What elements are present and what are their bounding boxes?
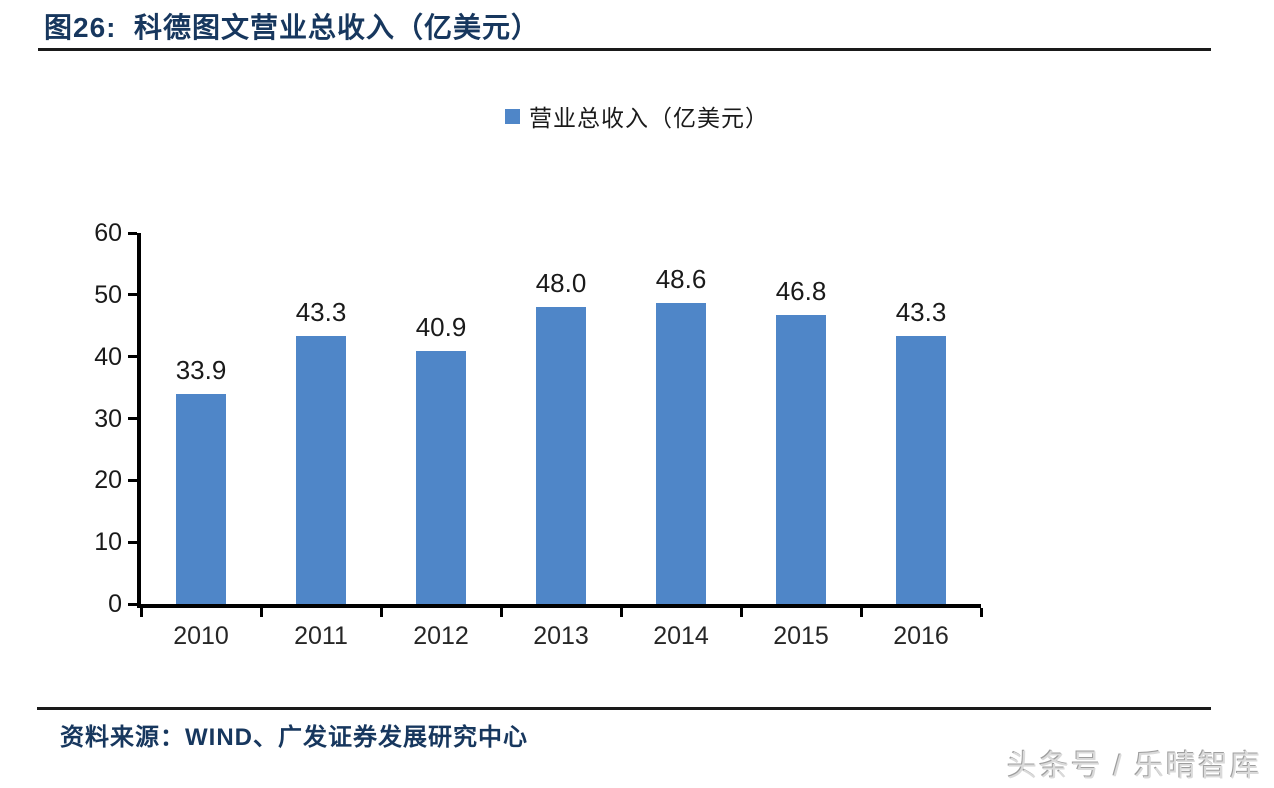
x-axis-tick	[739, 608, 743, 617]
x-axis-tick	[859, 608, 863, 617]
bar-2010	[176, 394, 226, 604]
x-axis-label: 2013	[533, 622, 589, 650]
legend-label: 营业总收入（亿美元）	[529, 105, 769, 131]
y-axis-tick	[128, 540, 137, 544]
y-axis-tick	[128, 417, 137, 420]
bar-2013	[536, 307, 586, 604]
bar-2012	[416, 351, 466, 604]
bar-2016	[896, 336, 946, 604]
bar-value-label: 43.3	[895, 297, 947, 327]
y-axis-tick	[128, 231, 137, 235]
x-axis-tick	[379, 608, 383, 617]
chart-legend: 营业总收入（亿美元）	[0, 99, 1274, 133]
bar-value-label: 43.3	[295, 297, 347, 327]
y-axis-tick	[128, 478, 137, 482]
figure-title: 图26: 科德图文营业总收入（亿美元）	[44, 12, 541, 43]
y-axis-tick	[128, 602, 137, 606]
y-axis-label: 20	[94, 466, 122, 495]
y-axis-tick	[128, 355, 137, 359]
x-axis-label: 2010	[173, 622, 229, 650]
bar-value-label: 48.6	[655, 264, 707, 294]
bar-value-label: 40.9	[415, 312, 467, 342]
y-axis-label: 60	[94, 219, 122, 247]
bar-chart-plot: 0 10 20 30 40 50 60 33.9 2010 43.3 2011 40.9 2012 48.…	[94, 219, 983, 650]
x-axis-label: 2014	[653, 622, 709, 650]
x-axis-tick	[979, 608, 983, 617]
y-axis-label: 30	[94, 404, 122, 433]
bar-value-label: 46.8	[775, 276, 827, 306]
x-axis-label: 2012	[413, 622, 469, 650]
title-divider	[38, 48, 1211, 51]
bar-2015	[776, 315, 826, 604]
watermark: 头条号 / 乐晴智库	[1006, 750, 1262, 783]
x-axis-label: 2016	[893, 622, 949, 650]
source-note: 资料来源：WIND、广发证券发展研究中心	[60, 724, 528, 751]
footer-divider	[37, 707, 1211, 710]
bar-value-label: 33.9	[175, 355, 227, 385]
x-axis-tick	[139, 608, 143, 617]
y-axis-label: 0	[108, 590, 122, 618]
bar-2011	[296, 336, 346, 604]
x-axis-label: 2011	[294, 622, 348, 650]
x-axis-label: 2015	[773, 622, 829, 650]
bar-value-label: 48.0	[535, 268, 587, 298]
x-axis-tick	[499, 608, 503, 617]
y-axis-label: 10	[94, 528, 122, 557]
y-axis-label: 40	[94, 342, 122, 371]
y-axis-label: 50	[94, 280, 122, 309]
y-axis-tick	[128, 293, 137, 297]
bar-2014	[656, 303, 706, 604]
x-axis-tick	[259, 608, 263, 617]
x-axis-tick	[619, 608, 623, 617]
legend-swatch-icon	[505, 108, 520, 124]
